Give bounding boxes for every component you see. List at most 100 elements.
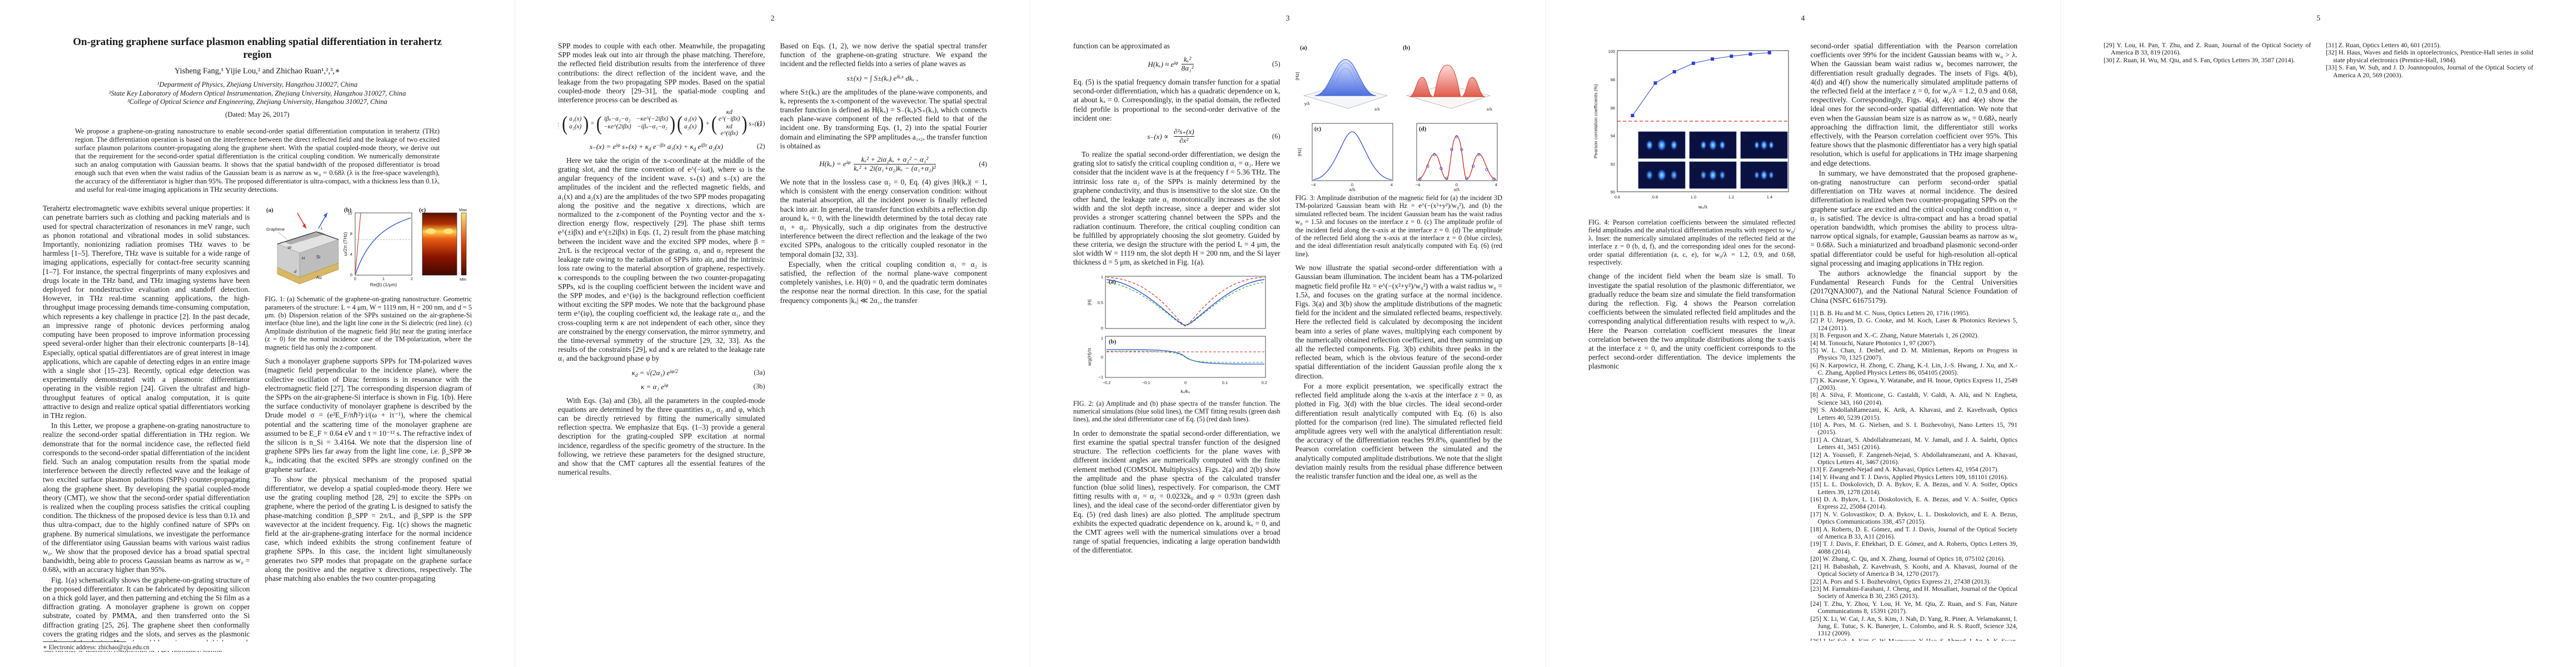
svg-text:90: 90 bbox=[1611, 190, 1615, 195]
paragraph: change of the incident field when the be… bbox=[1588, 272, 1796, 371]
svg-text:0.6: 0.6 bbox=[1615, 195, 1620, 200]
svg-text:0: 0 bbox=[1455, 182, 1457, 187]
fig2-ideal-curve bbox=[1107, 277, 1265, 327]
fig3-panel-c-label: (c) bbox=[1314, 126, 1322, 132]
equation-6: s₋(x) ∝ ∂²s₊(x) ∂x² (6) bbox=[1147, 127, 1280, 145]
fig3-incident-profile-axes bbox=[1312, 123, 1393, 181]
reference-item: [19] T. J. Davis, F. Eftekhari, D. E. Gó… bbox=[1810, 540, 2018, 555]
page3-column-right: (a) |Hz| x/λ y/λ (b) x/λ bbox=[1296, 42, 1503, 641]
figure-4-graphic: 100 98 96 94 92 90 0.6 0.8 1.0 1.2 1.4 P… bbox=[1593, 49, 1789, 210]
page-2: 2 SPP modes to couple with each other. M… bbox=[515, 0, 1030, 667]
page-5: 5 [29] Y. Lou, H. Pan, T. Zhu, and Z. Ru… bbox=[2061, 0, 2576, 667]
fig2-numerical-curve bbox=[1107, 278, 1265, 326]
svg-text:2: 2 bbox=[410, 276, 412, 281]
svg-text:x/λ: x/λ bbox=[1453, 187, 1460, 192]
fig2-b-ylabel: arg(H)/π bbox=[1087, 347, 1092, 365]
fig2-panel-a-label: (a) bbox=[1109, 278, 1116, 285]
reference-item: [13] F. Zangeneh-Nejad and A. Khavasi, O… bbox=[1810, 466, 1999, 474]
svg-text:−0.1: −0.1 bbox=[1142, 380, 1150, 385]
fig1-spp-dispersion-curve bbox=[354, 217, 411, 276]
affiliation-2: ²State Key Laboratory of Modern Optical … bbox=[108, 89, 406, 97]
svg-text:0.5: 0.5 bbox=[1098, 300, 1103, 305]
reference-item: [1] B. B. Hu and M. C. Nuss, Optics Lett… bbox=[1810, 309, 1970, 317]
reference-item: [24] T. Zhu, Y. Zhou, Y. Lou, H. Ye, M. … bbox=[1810, 600, 2018, 615]
svg-text:0.1: 0.1 bbox=[1222, 380, 1228, 385]
page4-column-left: 100 98 96 94 92 90 0.6 0.8 1.0 1.2 1.4 P… bbox=[1588, 42, 1796, 641]
figure-2-graphic: (a) 1 0.5 0 |H| (b) bbox=[1087, 275, 1267, 394]
reference-item: [2] P. U. Jepsen, D. G. Cooke, and M. Ko… bbox=[1810, 317, 2018, 332]
figure-3: (a) |Hz| x/λ y/λ (b) x/λ bbox=[1296, 43, 1503, 192]
reference-item: [15] L. L. Doskolovich, D. A. Bykov, E. … bbox=[1810, 481, 2018, 496]
svg-text:(e): (e) bbox=[1742, 133, 1748, 138]
svg-text:1: 1 bbox=[1101, 275, 1103, 280]
reference-item: [29] Y. Lou, H. Pan, T. Zhu, and Z. Ruan… bbox=[2104, 42, 2311, 57]
page5-column-right: [31] Z. Ruan, Optics Letters 40, 601 (20… bbox=[2326, 42, 2533, 79]
reference-item: [9] S. AbdollahRamezani, K. Arik, A. Kha… bbox=[1810, 406, 2018, 421]
paragraph: function can be approximated as bbox=[1073, 42, 1170, 50]
fig1-dim-H: H bbox=[302, 256, 305, 261]
fig1-b-xlabel: Re(β) (1/μm) bbox=[370, 282, 397, 287]
svg-text:(d): (d) bbox=[1691, 163, 1697, 168]
paper-title: On-grating graphene surface plasmon enab… bbox=[73, 36, 442, 61]
reference-item: [20] W. Zhang, C. Qu, and X. Zhang, Jour… bbox=[1810, 555, 2005, 563]
reference-item: [11] A. Chizari, S. Abdollahramezani, M.… bbox=[1810, 436, 2018, 451]
svg-text:0: 0 bbox=[353, 276, 356, 281]
reference-item: [14] Y. Hwang and T. J. Davis, Applied P… bbox=[1810, 473, 2009, 481]
fig1-colorbar-min: Min bbox=[460, 277, 466, 282]
fig3-incident-profile-curve bbox=[1313, 131, 1392, 180]
fig4-xlabel: w₀/λ bbox=[1698, 204, 1708, 210]
paragraph: where S±(kₓ) are the amplitudes of the p… bbox=[780, 87, 988, 150]
fig3-a-xlabel: x/λ bbox=[1374, 107, 1380, 112]
reference-item: [12] A. Youssefi, F. Zangeneh-Nejad, S. … bbox=[1810, 451, 2018, 466]
fig1-graphene-sheet bbox=[277, 231, 338, 245]
svg-text:|Hz|: |Hz| bbox=[1297, 148, 1302, 157]
equation-2: s₋(x) = eiφ s₊(x) + κd e−iβx a₁(x) + κd … bbox=[590, 142, 765, 152]
svg-text:−1: −1 bbox=[1099, 375, 1104, 380]
svg-text:−4: −4 bbox=[1311, 182, 1316, 187]
fig4-ylabel: Pearson correlation coefficients (%) bbox=[1593, 84, 1598, 158]
svg-text:(f): (f) bbox=[1742, 163, 1747, 168]
svg-text:x/λ: x/λ bbox=[1487, 107, 1492, 112]
fig1-colorbar-max: Max bbox=[459, 207, 467, 212]
paragraph: Such a monolayer graphene supports SPPs … bbox=[265, 357, 472, 474]
fig2-a-ylabel: |H| bbox=[1087, 299, 1092, 305]
figure-3-caption: FIG. 3: Amplitude distribution of the ma… bbox=[1295, 194, 1503, 258]
reference-item: [33] S. Fan, W. Suh, and J. D. Joannopou… bbox=[2326, 64, 2533, 79]
figure-1-graphic: (a) Gr bbox=[266, 207, 467, 287]
fig1-graphene-label: Graphene bbox=[266, 227, 285, 232]
affiliation-1: ¹Department of Physics, Zhejiang Univers… bbox=[157, 81, 358, 88]
fig2-numerical-phase bbox=[1107, 349, 1265, 365]
reference-item: [32] H. Haus, Waves and fields in optoel… bbox=[2326, 49, 2533, 64]
paragraph: Here we take the origin of the x-coordin… bbox=[558, 156, 765, 363]
fig1-colorbar bbox=[461, 212, 466, 276]
fig1-dim-d: d bbox=[294, 269, 297, 274]
reference-list: [29] Y. Lou, H. Pan, T. Zhu, and Z. Ruan… bbox=[2104, 42, 2311, 64]
svg-text:x/λ: x/λ bbox=[1349, 187, 1356, 192]
svg-text:96: 96 bbox=[1611, 106, 1615, 111]
svg-text:0: 0 bbox=[1101, 355, 1103, 360]
svg-text:(b): (b) bbox=[1640, 163, 1646, 168]
fig1-gold-layer bbox=[277, 262, 338, 285]
abstract: We propose a graphene-on-grating nanostr… bbox=[75, 127, 440, 194]
svg-text:1: 1 bbox=[382, 276, 384, 281]
equation-4: H(kₓ) = eiφ kₓ² + 2iα₂kₓ + α₂² − α₁² kₓ² … bbox=[819, 155, 987, 172]
paragraph: We note that in the lossless case α₂ = 0… bbox=[780, 177, 988, 258]
svg-text:−4: −4 bbox=[1415, 182, 1420, 187]
svg-text:1.4: 1.4 bbox=[1767, 195, 1772, 200]
fig3-panel-d-label: (d) bbox=[1419, 126, 1427, 132]
svg-text:0.2: 0.2 bbox=[1262, 380, 1267, 385]
paragraph: SPP modes to couple with each other. Mea… bbox=[558, 42, 765, 104]
paragraph: Based on Eqs. (1, 2), we now derive the … bbox=[780, 42, 988, 68]
paragraph: Eq. (5) is the spatial frequency domain … bbox=[1073, 78, 1280, 122]
page-1: On-grating graphene surface plasmon enab… bbox=[0, 0, 515, 667]
fig3-simulated-points bbox=[1418, 135, 1496, 181]
paragraph: In summary, we have demonstrated that th… bbox=[1810, 168, 2018, 267]
fig2-amplitude-axes bbox=[1105, 276, 1266, 329]
fig4-inset: (a) (c) (e) bbox=[1638, 131, 1788, 189]
fig3-reflected-profile-axes bbox=[1416, 123, 1497, 181]
figure-2: (a) 1 0.5 0 |H| (b) bbox=[1073, 268, 1280, 397]
svg-text:98: 98 bbox=[1611, 77, 1615, 82]
fig1-panel-a-label: (a) bbox=[266, 207, 273, 213]
svg-text:4: 4 bbox=[1390, 182, 1392, 187]
